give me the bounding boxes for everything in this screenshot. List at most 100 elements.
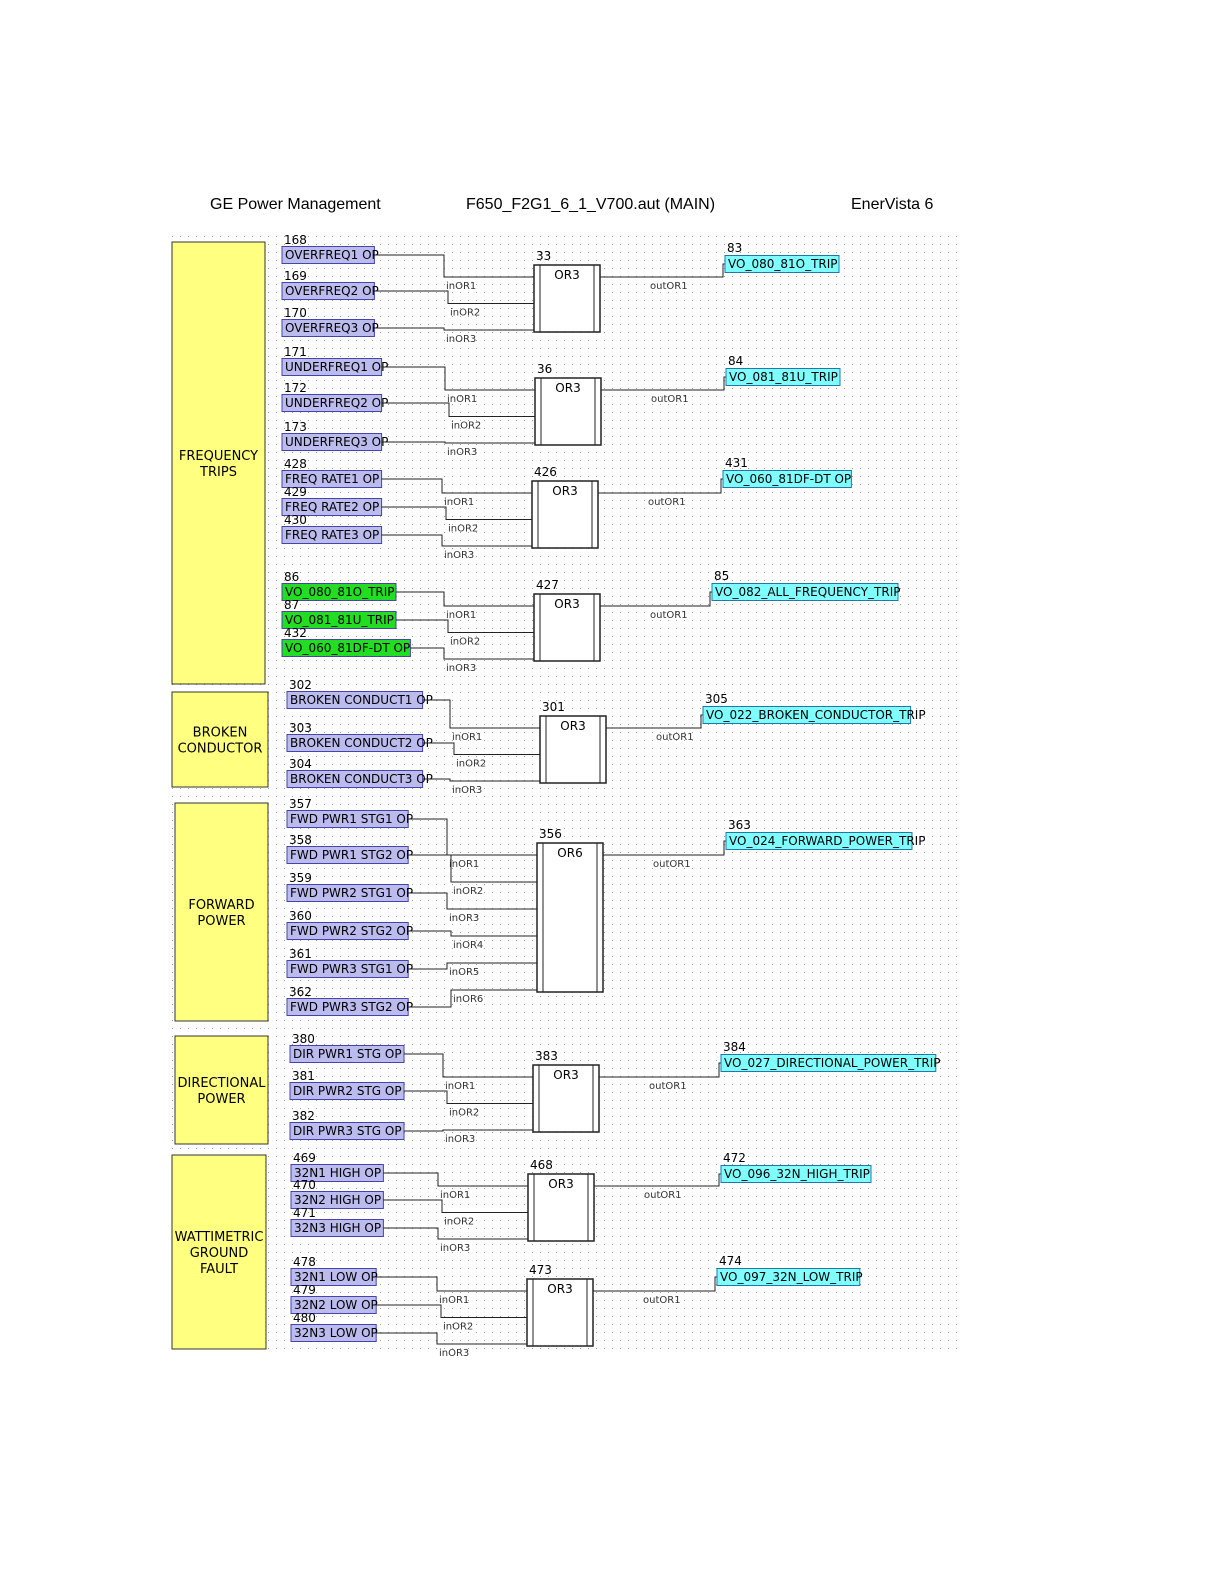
input-id-label: 86 xyxy=(284,570,299,584)
output-signal-label: VO_080_81O_TRIP xyxy=(728,257,838,271)
or-gate-box xyxy=(533,264,601,333)
input-signal-label: OVERFREQ1 OP xyxy=(285,248,379,262)
output-signal-box xyxy=(716,1268,861,1286)
input-id-label: 430 xyxy=(284,513,307,527)
input-signal-label: DIR PWR1 STG OP xyxy=(293,1047,402,1061)
signal-wire xyxy=(381,534,532,547)
input-id-label: 173 xyxy=(284,420,307,434)
input-id-label: 359 xyxy=(289,871,312,885)
input-pin-label: inOR2 xyxy=(449,1108,479,1119)
output-signal-label: VO_081_81U_TRIP xyxy=(729,370,838,384)
input-pin-label: inOR3 xyxy=(446,334,476,345)
input-signal-label: 32N1 LOW OP xyxy=(294,1270,378,1284)
gate-type-label: OR3 xyxy=(560,719,585,733)
input-signal-label: UNDERFREQ1 OP xyxy=(285,360,388,374)
input-signal-label: VO_081_81U_TRIP xyxy=(285,613,394,627)
input-signal-label: FWD PWR3 STG2 OP xyxy=(290,1000,413,1014)
gate-id-label: 468 xyxy=(530,1158,553,1172)
input-id-label: 168 xyxy=(284,233,307,247)
input-id-label: 302 xyxy=(289,678,312,692)
output-id-label: 474 xyxy=(719,1254,742,1268)
output-wire xyxy=(601,376,726,391)
input-pin-label: inOR3 xyxy=(449,913,479,924)
output-signal-label: VO_027_DIRECTIONAL_POWER_TRIP xyxy=(724,1056,941,1070)
input-signal-label: FWD PWR1 STG2 OP xyxy=(290,848,413,862)
signal-wire xyxy=(381,366,535,391)
output-pin-label: outOR1 xyxy=(643,1295,681,1306)
input-id-label: 362 xyxy=(289,985,312,999)
gate-type-label: OR3 xyxy=(547,1282,572,1296)
section-box xyxy=(171,241,266,685)
section-label: CONDUCTOR xyxy=(178,742,263,757)
gate-type-label: OR3 xyxy=(552,484,577,498)
output-signal-box xyxy=(720,1054,937,1072)
output-id-label: 83 xyxy=(727,241,742,255)
output-id-label: 363 xyxy=(728,818,751,832)
output-pin-label: outOR1 xyxy=(644,1190,682,1201)
input-pin-label: inOR2 xyxy=(450,637,480,648)
signal-wire xyxy=(374,327,534,331)
output-wire xyxy=(599,1062,721,1078)
section-box xyxy=(174,1035,269,1145)
input-pin-label: inOR3 xyxy=(445,1134,475,1145)
output-signal-label: VO_022_BROKEN_CONDUCTOR_TRIP xyxy=(706,708,926,722)
input-signal-label: FREQ RATE1 OP xyxy=(285,472,379,486)
output-id-label: 305 xyxy=(705,692,728,706)
or-gate-box xyxy=(539,715,607,784)
output-signal-box xyxy=(711,583,899,601)
input-pin-label: inOR1 xyxy=(446,610,476,621)
signal-wire xyxy=(422,778,540,782)
output-signal-box xyxy=(724,255,840,273)
signal-wire xyxy=(376,1276,527,1292)
input-id-label: 360 xyxy=(289,909,312,923)
gate-type-label: OR3 xyxy=(553,1068,578,1082)
input-pin-label: inOR2 xyxy=(453,886,483,897)
input-signal-label: UNDERFREQ3 OP xyxy=(285,435,388,449)
input-id-label: 470 xyxy=(293,1178,316,1192)
signal-wire xyxy=(381,402,535,417)
output-signal-label: VO_097_32N_LOW_TRIP xyxy=(720,1270,863,1284)
input-id-label: 429 xyxy=(284,485,307,499)
input-pin-label: inOR1 xyxy=(452,732,482,743)
input-id-label: 87 xyxy=(284,598,299,612)
input-signal-label: 32N1 HIGH OP xyxy=(294,1166,381,1180)
input-pin-label: inOR1 xyxy=(439,1295,469,1306)
output-signal-label: VO_060_81DF-DT OP xyxy=(726,472,851,486)
input-pin-label: inOR1 xyxy=(445,1081,475,1092)
input-pin-label: inOR4 xyxy=(453,940,483,951)
input-pin-label: inOR3 xyxy=(444,550,474,561)
header-app-name: EnerVista 6 xyxy=(851,196,934,213)
input-id-label: 381 xyxy=(292,1069,315,1083)
input-id-label: 169 xyxy=(284,269,307,283)
output-signal-label: VO_096_32N_HIGH_TRIP xyxy=(724,1167,870,1181)
input-id-label: 361 xyxy=(289,947,312,961)
input-pin-label: inOR3 xyxy=(447,447,477,458)
or-gate-box xyxy=(531,480,599,549)
input-id-label: 428 xyxy=(284,457,307,471)
or-gate-box xyxy=(536,842,604,993)
input-signal-label: OVERFREQ2 OP xyxy=(285,284,379,298)
input-signal-label: DIR PWR2 STG OP xyxy=(293,1084,402,1098)
gate-id-label: 301 xyxy=(542,700,565,714)
input-pin-label: inOR1 xyxy=(444,497,474,508)
signal-wire xyxy=(408,989,537,1008)
input-id-label: 304 xyxy=(289,757,312,771)
input-id-label: 303 xyxy=(289,721,312,735)
signal-wire xyxy=(408,892,537,910)
signal-wire xyxy=(383,1172,528,1187)
output-signal-label: VO_024_FORWARD_POWER_TRIP xyxy=(729,834,925,848)
section-label: BROKEN xyxy=(193,726,248,741)
input-signal-label: BROKEN CONDUCT1 OP xyxy=(290,693,433,707)
section-label: POWER xyxy=(197,1092,245,1107)
input-pin-label: inOR2 xyxy=(443,1322,473,1333)
or-gate-box xyxy=(526,1278,594,1347)
input-pin-label: inOR2 xyxy=(444,1217,474,1228)
